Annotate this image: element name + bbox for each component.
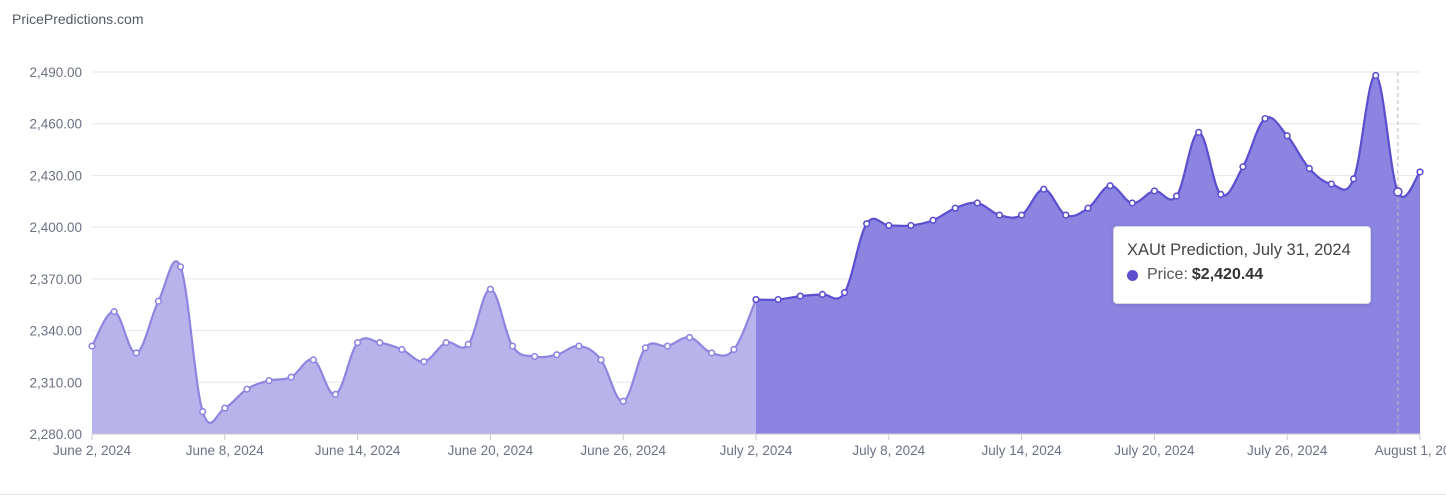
data-point[interactable] xyxy=(973,199,981,207)
series-area-1 xyxy=(756,75,1420,434)
data-point[interactable] xyxy=(265,376,273,385)
data-point[interactable] xyxy=(221,404,229,412)
chart-tooltip: XAUt Prediction, July 31, 2024 Price: $2… xyxy=(1113,226,1371,304)
data-point[interactable] xyxy=(796,292,804,300)
data-point[interactable] xyxy=(132,349,140,357)
data-point[interactable] xyxy=(1195,128,1203,136)
data-point[interactable] xyxy=(619,397,627,405)
data-point[interactable] xyxy=(1349,175,1358,183)
data-point[interactable] xyxy=(376,339,384,347)
data-point[interactable] xyxy=(907,221,915,230)
data-point[interactable] xyxy=(1172,192,1181,200)
data-point[interactable] xyxy=(1305,164,1313,173)
data-point[interactable] xyxy=(663,342,672,350)
x-tick-label: July 20, 2024 xyxy=(1114,443,1195,458)
data-point[interactable] xyxy=(1084,204,1092,212)
data-point[interactable] xyxy=(1261,114,1269,123)
data-point[interactable] xyxy=(531,352,539,361)
x-tick-label: August 1, 2024 xyxy=(1375,443,1446,458)
data-point[interactable] xyxy=(1106,182,1114,190)
data-point[interactable] xyxy=(486,285,495,293)
data-point[interactable] xyxy=(154,297,162,305)
data-point[interactable] xyxy=(641,344,649,352)
tooltip-value: $2,420.44 xyxy=(1191,266,1264,283)
x-tick-label: July 8, 2024 xyxy=(852,443,925,458)
y-tick-label: 2,370.00 xyxy=(29,272,82,287)
data-point[interactable] xyxy=(1128,199,1136,207)
data-point[interactable] xyxy=(818,290,827,298)
y-tick-label: 2,280.00 xyxy=(29,427,82,442)
data-point[interactable] xyxy=(995,211,1004,219)
tooltip-title: XAUt Prediction, July 31, 2024 xyxy=(1127,241,1351,259)
data-point[interactable] xyxy=(199,407,207,416)
series-areas xyxy=(92,75,1420,434)
data-point[interactable] xyxy=(1150,187,1158,195)
data-point[interactable] xyxy=(597,356,605,364)
data-point[interactable] xyxy=(331,390,340,398)
data-point[interactable] xyxy=(1217,190,1225,198)
data-point[interactable] xyxy=(885,221,893,230)
data-point[interactable] xyxy=(1040,185,1048,193)
y-tick-label: 2,310.00 xyxy=(29,375,82,390)
tooltip-label: Price: xyxy=(1147,266,1188,283)
x-tick-label: June 2, 2024 xyxy=(53,443,132,458)
data-point[interactable] xyxy=(575,342,583,350)
data-point[interactable] xyxy=(553,351,561,359)
series-area-0 xyxy=(92,261,756,434)
x-tick-label: June 26, 2024 xyxy=(580,443,666,458)
y-tick-label: 2,340.00 xyxy=(29,324,82,339)
y-tick-label: 2,460.00 xyxy=(29,117,82,132)
data-point[interactable] xyxy=(88,342,96,350)
data-point[interactable] xyxy=(730,345,738,354)
y-tick-label: 2,430.00 xyxy=(29,168,82,183)
data-point[interactable] xyxy=(110,308,118,316)
axes: 2,280.00 2,310.00 2,340.00 2,370.00 2,400.00… xyxy=(29,65,1446,458)
data-point[interactable] xyxy=(442,339,450,347)
x-tick-label: July 2, 2024 xyxy=(720,443,793,458)
series-color-dot xyxy=(1127,269,1138,281)
data-point[interactable] xyxy=(951,204,959,212)
x-tick-label: June 8, 2024 xyxy=(186,443,265,458)
data-point[interactable] xyxy=(1062,211,1070,219)
y-tick-label: 2,400.00 xyxy=(29,220,82,235)
series-points[interactable] xyxy=(88,71,1424,416)
site-brand: PricePredictions.com xyxy=(12,11,144,27)
data-point[interactable] xyxy=(774,295,782,304)
data-point[interactable] xyxy=(508,342,517,350)
data-point[interactable] xyxy=(176,263,185,271)
data-point[interactable] xyxy=(287,373,295,381)
data-point[interactable] xyxy=(929,216,937,224)
data-point[interactable] xyxy=(243,385,251,393)
data-point[interactable] xyxy=(309,356,317,364)
data-point[interactable] xyxy=(398,345,406,354)
data-point[interactable] xyxy=(685,333,694,342)
x-tick-label: July 14, 2024 xyxy=(981,443,1062,458)
data-point[interactable] xyxy=(1239,163,1247,171)
data-point[interactable] xyxy=(863,220,871,228)
data-point[interactable] xyxy=(1372,71,1380,80)
x-tick-label: July 26, 2024 xyxy=(1247,443,1328,458)
bottom-divider xyxy=(0,494,1446,495)
data-point[interactable] xyxy=(420,358,428,366)
data-point[interactable] xyxy=(1416,168,1424,176)
hovered-data-point[interactable] xyxy=(1393,187,1403,197)
y-tick-label: 2,490.00 xyxy=(29,65,82,80)
data-point[interactable] xyxy=(752,295,760,304)
tooltip-row: Price: $2,420.44 xyxy=(1127,266,1370,284)
data-point[interactable] xyxy=(1017,211,1026,219)
data-point[interactable] xyxy=(840,289,849,297)
data-point[interactable] xyxy=(708,349,716,357)
x-tick-label: June 20, 2024 xyxy=(448,443,534,458)
data-point[interactable] xyxy=(1283,132,1291,140)
x-tick-label: June 14, 2024 xyxy=(315,443,401,458)
data-point[interactable] xyxy=(464,340,472,348)
data-point[interactable] xyxy=(1327,180,1336,188)
data-point[interactable] xyxy=(354,339,362,347)
